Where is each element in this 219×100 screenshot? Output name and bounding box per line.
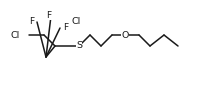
- Text: Cl: Cl: [11, 30, 20, 40]
- Text: Cl: Cl: [72, 18, 81, 26]
- Text: F: F: [63, 24, 68, 32]
- Text: F: F: [46, 10, 51, 20]
- Text: O: O: [121, 30, 129, 40]
- Text: F: F: [29, 18, 34, 26]
- Text: S: S: [76, 42, 82, 50]
